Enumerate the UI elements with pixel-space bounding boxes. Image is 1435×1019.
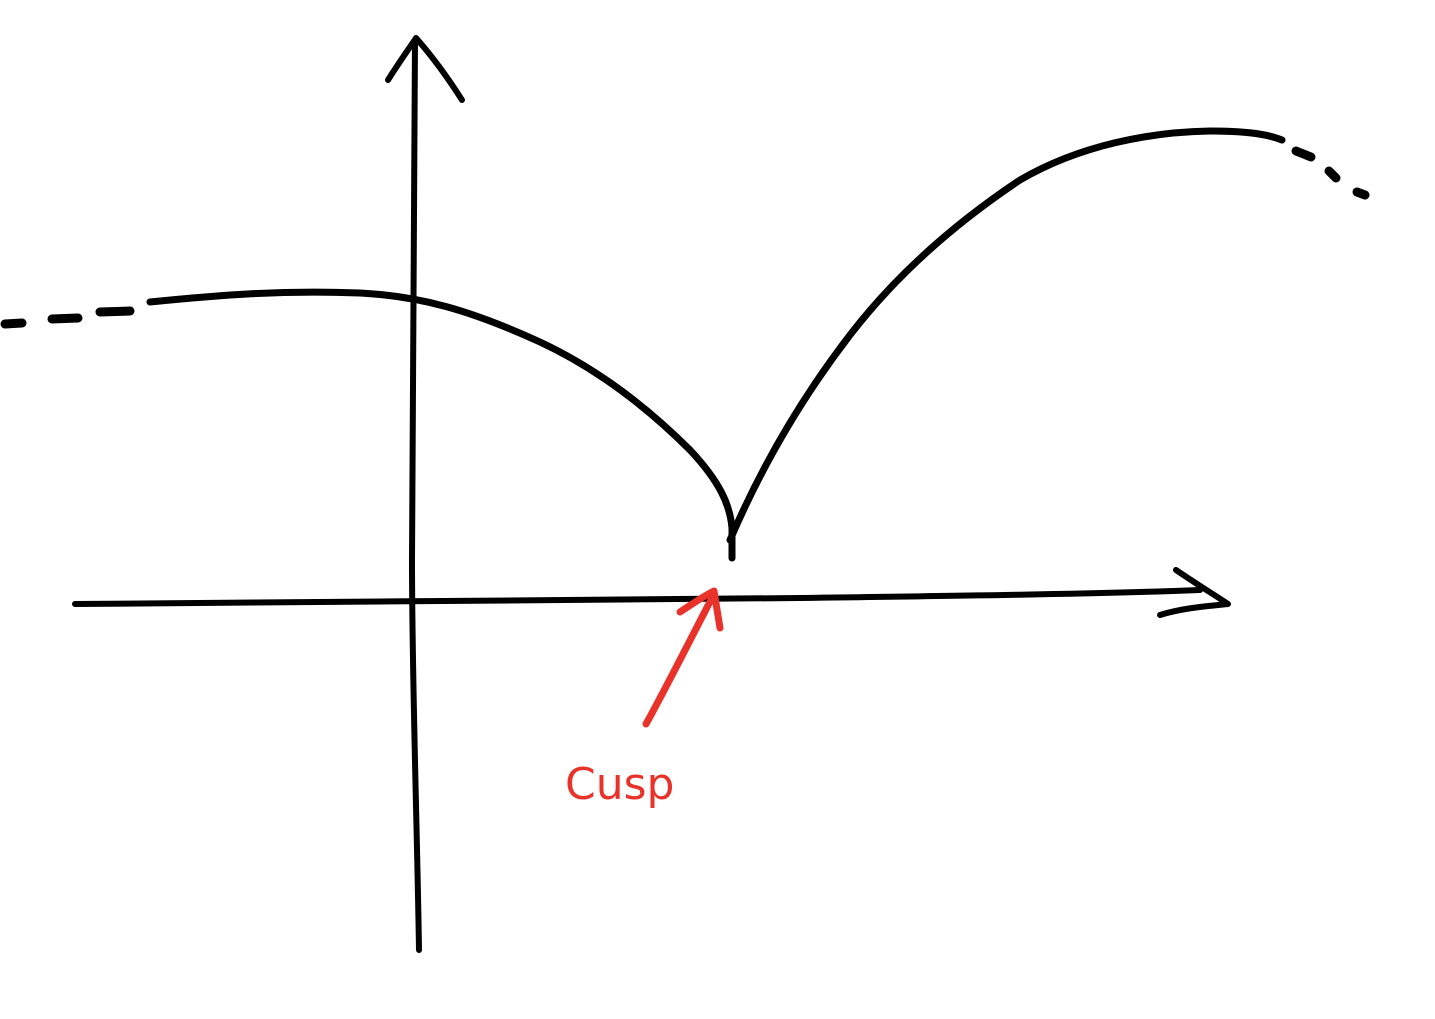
curve-dash xyxy=(47,313,83,324)
curve-right-dots xyxy=(1291,146,1370,200)
curve-dash xyxy=(95,306,135,317)
cusp-annotation: Cusp xyxy=(565,587,724,810)
cusp-label: Cusp xyxy=(565,759,674,810)
y-axis-arrowhead-icon xyxy=(385,35,465,103)
curve-left-branch xyxy=(146,288,736,562)
curve-dot xyxy=(1291,146,1316,162)
annotation-arrowhead-icon xyxy=(676,587,724,632)
x-axis xyxy=(72,587,1203,607)
x-axis-arrowhead-icon xyxy=(1157,567,1231,618)
curve-right-branch xyxy=(726,127,1286,544)
curve-left-dashes xyxy=(0,306,135,329)
curve-dash xyxy=(0,318,27,329)
y-axis xyxy=(409,37,422,953)
curve-dot xyxy=(1324,166,1341,183)
annotation-arrow-icon xyxy=(642,592,717,728)
curve-dot xyxy=(1352,187,1370,200)
